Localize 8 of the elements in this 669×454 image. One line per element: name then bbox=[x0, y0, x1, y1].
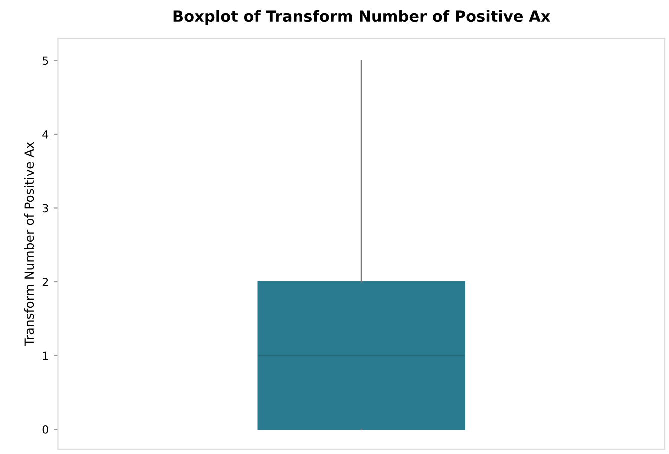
y-tick-label: 0 bbox=[42, 426, 48, 434]
y-tick-label: 1 bbox=[43, 352, 48, 360]
chart-title: Boxplot of Transform Number of Positive Ax bbox=[174, 10, 551, 26]
y-axis-title: Transform Number of Positive Ax bbox=[24, 142, 34, 346]
y-tick-label: 2 bbox=[42, 278, 48, 286]
y-tick-label: 4 bbox=[42, 130, 49, 139]
y-tick-label: 5 bbox=[42, 56, 48, 66]
y-tick-label: 3 bbox=[42, 204, 48, 213]
